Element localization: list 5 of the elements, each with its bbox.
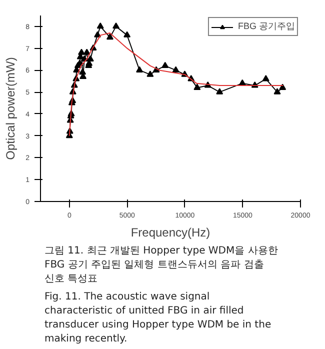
x-axis-title: Frequency(Hz) <box>130 226 210 240</box>
caption: 그림 11. 최근 개발된 Hopper type WDM을 사용한 FBG 공기 주입된 일체형 트랜스듀서의 음파 검출 신호 특성표 <box>44 246 278 284</box>
y-axis-title: Optical power(mW) <box>4 57 18 160</box>
caption: Fig. 11. The acoustic wave signal characteristic of unitted FBG in air filled transducer using Hopper type WDM be in the making recently. <box>44 292 272 344</box>
legend-label: FBG 공기주입 <box>238 20 295 33</box>
